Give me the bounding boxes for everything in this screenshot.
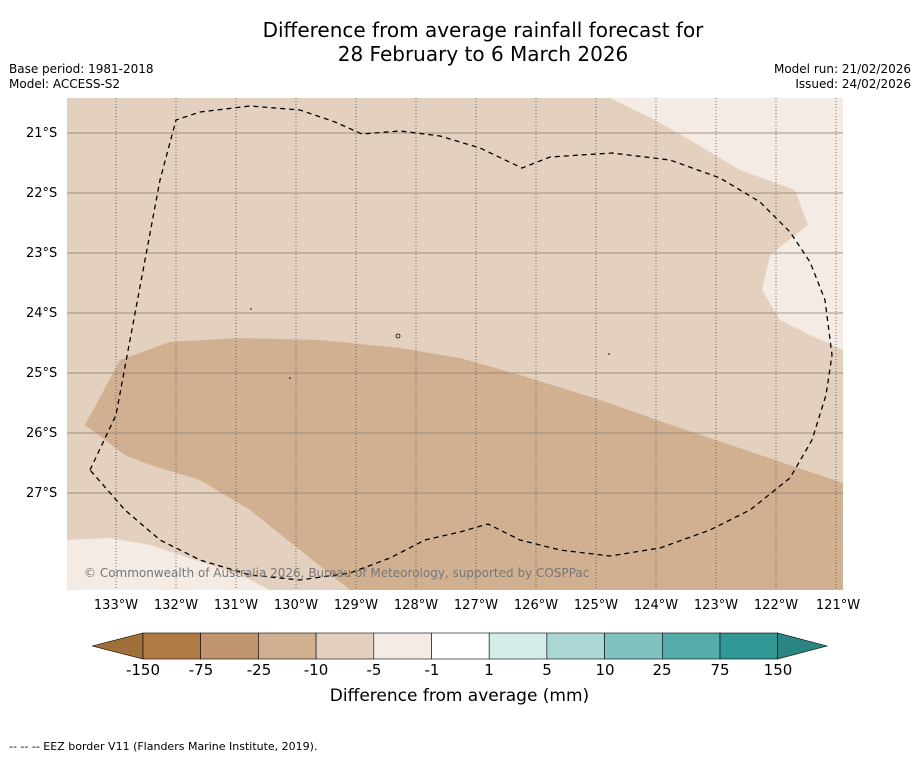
lat-label: 25°S xyxy=(26,366,58,381)
lat-label: 23°S xyxy=(26,246,58,261)
colorbar-tick-label: -25 xyxy=(246,661,272,679)
lon-label: 122°W xyxy=(753,598,799,613)
island xyxy=(289,377,291,379)
colorbar-swatch xyxy=(431,632,490,660)
colorbar-swatch xyxy=(142,632,202,660)
colorbar-tick-label: 10 xyxy=(595,661,615,679)
colorbar-tick-label: 75 xyxy=(710,661,730,679)
lon-label: 129°W xyxy=(333,598,379,613)
copyright-notice: © Commonwealth of Australia 2026, Bureau… xyxy=(84,566,590,580)
colorbar-tick-label: -5 xyxy=(366,661,382,679)
colorbar-swatch xyxy=(258,632,317,660)
colorbar-swatch xyxy=(661,632,721,660)
island xyxy=(608,353,610,355)
colorbar-swatch xyxy=(604,632,663,660)
colorbar-tick-label: 1 xyxy=(484,661,494,679)
colorbar xyxy=(91,632,829,660)
field-light-ne xyxy=(610,98,843,350)
colorbar-tick-label: 25 xyxy=(652,661,672,679)
lon-label: 132°W xyxy=(153,598,199,613)
meta-right: Model run: 21/02/2026 Issued: 24/02/2026 xyxy=(774,62,911,92)
field-light-sw xyxy=(67,538,270,590)
colorbar-extend-high xyxy=(777,632,829,660)
title-line-1: Difference from average rainfall forecas… xyxy=(262,18,704,42)
lat-label: 21°S xyxy=(26,126,58,141)
colorbar-swatch xyxy=(488,632,548,660)
footer-note: -- -- -- EEZ border V11 (Flanders Marine… xyxy=(9,740,318,753)
colorbar-swatch xyxy=(200,632,259,660)
lat-label: 27°S xyxy=(26,486,58,501)
island xyxy=(250,308,252,310)
lon-label: 124°W xyxy=(633,598,679,613)
eez-border xyxy=(89,105,833,581)
lon-label: 125°W xyxy=(573,598,619,613)
model-name: Model: ACCESS-S2 xyxy=(9,77,121,91)
colorbar-tick-label: 5 xyxy=(542,661,552,679)
title-line-2: 28 February to 6 March 2026 xyxy=(337,42,629,66)
issued-date: Issued: 24/02/2026 xyxy=(795,77,911,91)
lat-label: 24°S xyxy=(26,306,58,321)
base-period: Base period: 1981-2018 xyxy=(9,62,154,76)
colorbar-swatch xyxy=(546,632,605,660)
meridians xyxy=(115,98,837,590)
lon-label: 131°W xyxy=(213,598,259,613)
colorbar-extend-low xyxy=(91,632,144,660)
field-dark-band xyxy=(85,338,843,590)
map-title: Difference from average rainfall forecas… xyxy=(0,18,919,66)
colorbar-swatch xyxy=(315,632,375,660)
lon-label: 133°W xyxy=(93,598,139,613)
colorbar-swatch xyxy=(373,632,432,660)
meta-left: Base period: 1981-2018 Model: ACCESS-S2 xyxy=(9,62,154,92)
model-run: Model run: 21/02/2026 xyxy=(773,62,911,76)
lat-label: 22°S xyxy=(26,186,58,201)
colorbar-tick-label: -10 xyxy=(303,661,329,679)
lon-label: 123°W xyxy=(693,598,739,613)
colorbar-tick-label: -1 xyxy=(424,661,440,679)
colorbar-tick-label: 150 xyxy=(763,661,793,679)
colorbar-tick-label: -150 xyxy=(125,661,161,679)
colorbar-tick-label: -75 xyxy=(188,661,214,679)
lon-label: 126°W xyxy=(513,598,559,613)
graticule xyxy=(67,132,843,494)
lon-label: 121°W xyxy=(815,598,861,613)
lon-label: 128°W xyxy=(393,598,439,613)
island xyxy=(395,333,401,339)
colorbar-swatch xyxy=(719,632,779,660)
colorbar-title: Difference from average (mm) xyxy=(329,686,590,706)
lon-label: 130°W xyxy=(273,598,319,613)
lat-label: 26°S xyxy=(26,426,58,441)
lon-label: 127°W xyxy=(453,598,499,613)
